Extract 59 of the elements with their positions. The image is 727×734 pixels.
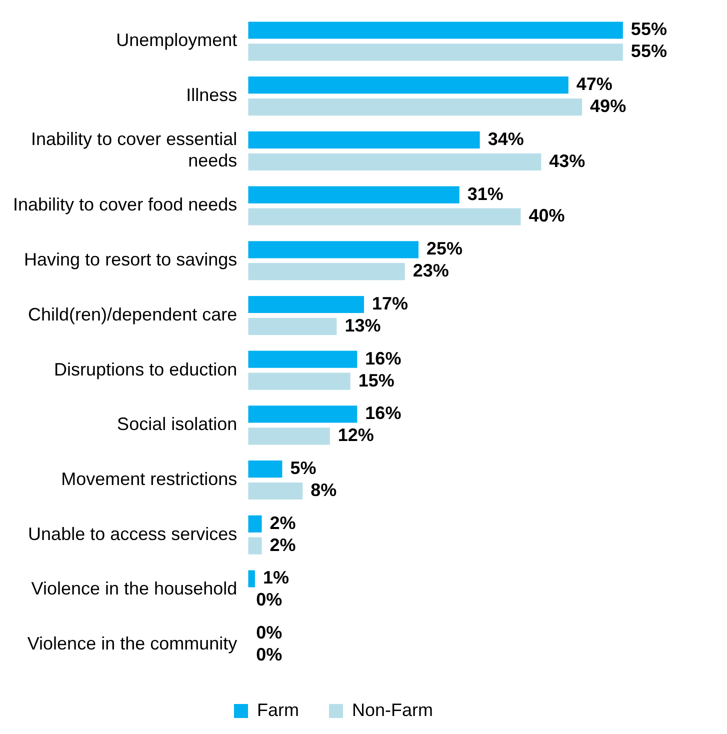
bar (248, 44, 623, 61)
bar (248, 318, 337, 335)
data-label: 16% (365, 403, 402, 424)
data-label: 55% (630, 41, 667, 62)
y-tick-label: Social isolation (117, 414, 238, 434)
data-label: 2% (270, 512, 296, 533)
data-label: 5% (290, 458, 316, 478)
data-label: 1% (262, 568, 289, 588)
data-label: 34% (488, 128, 524, 149)
bar (248, 241, 418, 258)
bar (248, 22, 623, 39)
bar (248, 76, 568, 94)
bar (248, 263, 405, 280)
bar (248, 570, 255, 588)
bar (248, 428, 330, 445)
y-tick-label: Illness (186, 85, 238, 106)
data-label: 13% (344, 315, 381, 336)
data-label: 16% (365, 348, 402, 368)
data-label: 40% (528, 206, 565, 226)
data-label: 15% (358, 370, 394, 390)
bar (248, 515, 262, 532)
data-label: 0% (256, 644, 282, 665)
data-label: 17% (372, 293, 408, 314)
y-tick-label: Having to resort to savings (24, 250, 238, 270)
bar (248, 153, 542, 170)
data-label: 2% (270, 534, 296, 555)
y-tick-label: Inability to cover food needs (13, 194, 238, 215)
bar (248, 460, 282, 478)
data-label: 0% (256, 622, 282, 643)
bar (248, 131, 480, 149)
bar (248, 186, 460, 204)
data-label: 25% (426, 238, 463, 259)
data-label: 47% (576, 74, 612, 94)
y-tick-label: Disruptions to eduction (54, 359, 238, 380)
data-label: 43% (549, 150, 586, 171)
y-tick-label: Unemployment (116, 30, 238, 50)
data-label: 0% (256, 590, 282, 610)
data-label: 12% (338, 425, 374, 446)
y-tick-label: Inability to cover essential needs (31, 129, 238, 171)
bar (248, 482, 303, 500)
y-tick-label: Violence in the community (27, 634, 238, 654)
bar (248, 98, 582, 116)
bar (248, 350, 358, 368)
bar (248, 537, 262, 554)
y-tick-label: Violence in the household (31, 578, 238, 599)
bar (248, 208, 521, 226)
y-tick-label: Unable to access services (28, 524, 238, 544)
legend-label: Non-Farm (352, 700, 434, 720)
y-tick-label: Child(ren)/dependent care (28, 304, 238, 324)
bar (248, 296, 364, 314)
data-label: 31% (467, 184, 504, 204)
legend-label: Farm (257, 700, 299, 720)
data-label: 49% (590, 96, 626, 116)
data-label: 55% (630, 19, 667, 40)
y-tick-label: Movement restrictions (61, 468, 238, 489)
bar (248, 406, 358, 423)
data-label: 23% (412, 260, 449, 281)
data-label: 8% (310, 480, 337, 500)
bar (248, 372, 350, 390)
